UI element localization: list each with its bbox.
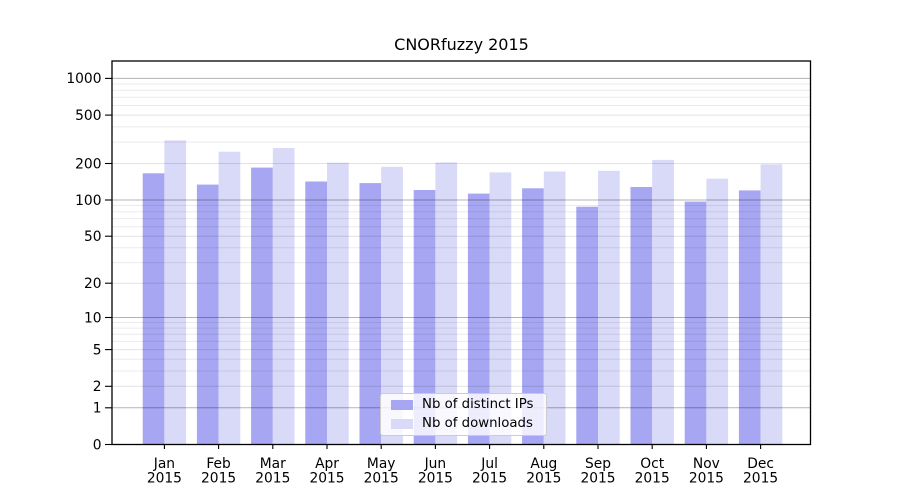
y-tick-label: 1000: [66, 71, 101, 87]
bar-distinct-ips-mar: [251, 167, 273, 445]
bar-downloads-aug: [543, 171, 566, 445]
bar-distinct-ips-sep: [576, 206, 598, 445]
bar-downloads-jul: [489, 172, 512, 445]
legend: Nb of distinct IPs Nb of downloads: [380, 393, 547, 436]
legend-label-downloads: Nb of downloads: [422, 416, 533, 431]
x-tick-label-year: 2015: [526, 471, 561, 487]
x-tick-label-month: Feb: [206, 456, 230, 472]
axis-frame: [111, 60, 812, 446]
x-tick-label-month: Dec: [747, 456, 774, 472]
bar-downloads-nov: [706, 178, 729, 445]
x-tick-label-year: 2015: [147, 471, 182, 487]
bar-downloads-jan: [164, 140, 187, 445]
legend-item-downloads: Nb of downloads: [387, 416, 540, 432]
x-tick-label-month: Sep: [585, 456, 611, 472]
bar-downloads-dec: [760, 164, 783, 445]
legend-label-distinct-ips: Nb of distinct IPs: [422, 397, 534, 413]
x-tick-label-year: 2015: [309, 471, 344, 487]
x-tick-label-year: 2015: [255, 471, 290, 487]
y-tick-label: 0: [93, 437, 102, 453]
x-tick-label-month: Jan: [153, 456, 175, 472]
bar-downloads-jun: [435, 162, 458, 445]
y-tick-label: 500: [75, 108, 101, 124]
y-tick-label: 10: [84, 310, 102, 326]
x-tick-label-month: Oct: [640, 456, 664, 472]
x-tick-label-year: 2015: [201, 471, 236, 487]
bar-distinct-ips-jul: [467, 193, 490, 445]
x-tick-label-month: Jul: [480, 456, 498, 472]
bar-downloads-mar: [272, 148, 295, 445]
y-tick-label: 200: [75, 156, 101, 172]
x-tick-label-year: 2015: [472, 471, 507, 487]
x-tick-label-month: Jun: [424, 456, 447, 472]
y-tick-label: 1: [93, 401, 102, 417]
legend-item-distinct-ips: Nb of distinct IPs: [387, 397, 540, 413]
y-tick-label: 50: [84, 229, 102, 245]
bar-downloads-feb: [218, 151, 241, 445]
x-tick-label-year: 2015: [635, 471, 670, 487]
x-tick-label-year: 2015: [580, 471, 615, 487]
y-tick-label: 2: [93, 379, 102, 395]
y-tick-label: 100: [75, 193, 101, 209]
bar-distinct-ips-apr: [305, 181, 327, 445]
x-tick-label-year: 2015: [689, 471, 724, 487]
chart-title: CNORfuzzy 2015: [394, 35, 529, 54]
bar-distinct-ips-oct: [630, 187, 653, 445]
x-tick-label-year: 2015: [418, 471, 453, 487]
x-tick-label-month: May: [367, 456, 396, 472]
y-tick-label: 5: [93, 342, 102, 358]
x-tick-label-year: 2015: [743, 471, 778, 487]
bar-downloads-apr: [327, 162, 349, 445]
bar-downloads-sep: [598, 170, 620, 445]
bar-distinct-ips-aug: [522, 188, 544, 445]
x-tick-label-month: Nov: [693, 456, 720, 472]
bar-distinct-ips-feb: [196, 184, 219, 445]
x-tick-label-month: Mar: [260, 456, 286, 472]
y-tick-label: 20: [84, 276, 102, 292]
bar-distinct-ips-jan: [142, 173, 165, 445]
x-tick-label-month: Apr: [315, 456, 339, 472]
x-tick-label-year: 2015: [364, 471, 399, 487]
x-tick-label-month: Aug: [530, 456, 557, 472]
bar-downloads-oct: [652, 159, 674, 445]
legend-swatch-downloads: [391, 419, 413, 429]
bar-distinct-ips-may: [359, 183, 382, 445]
legend-swatch-distinct-ips: [391, 400, 413, 410]
